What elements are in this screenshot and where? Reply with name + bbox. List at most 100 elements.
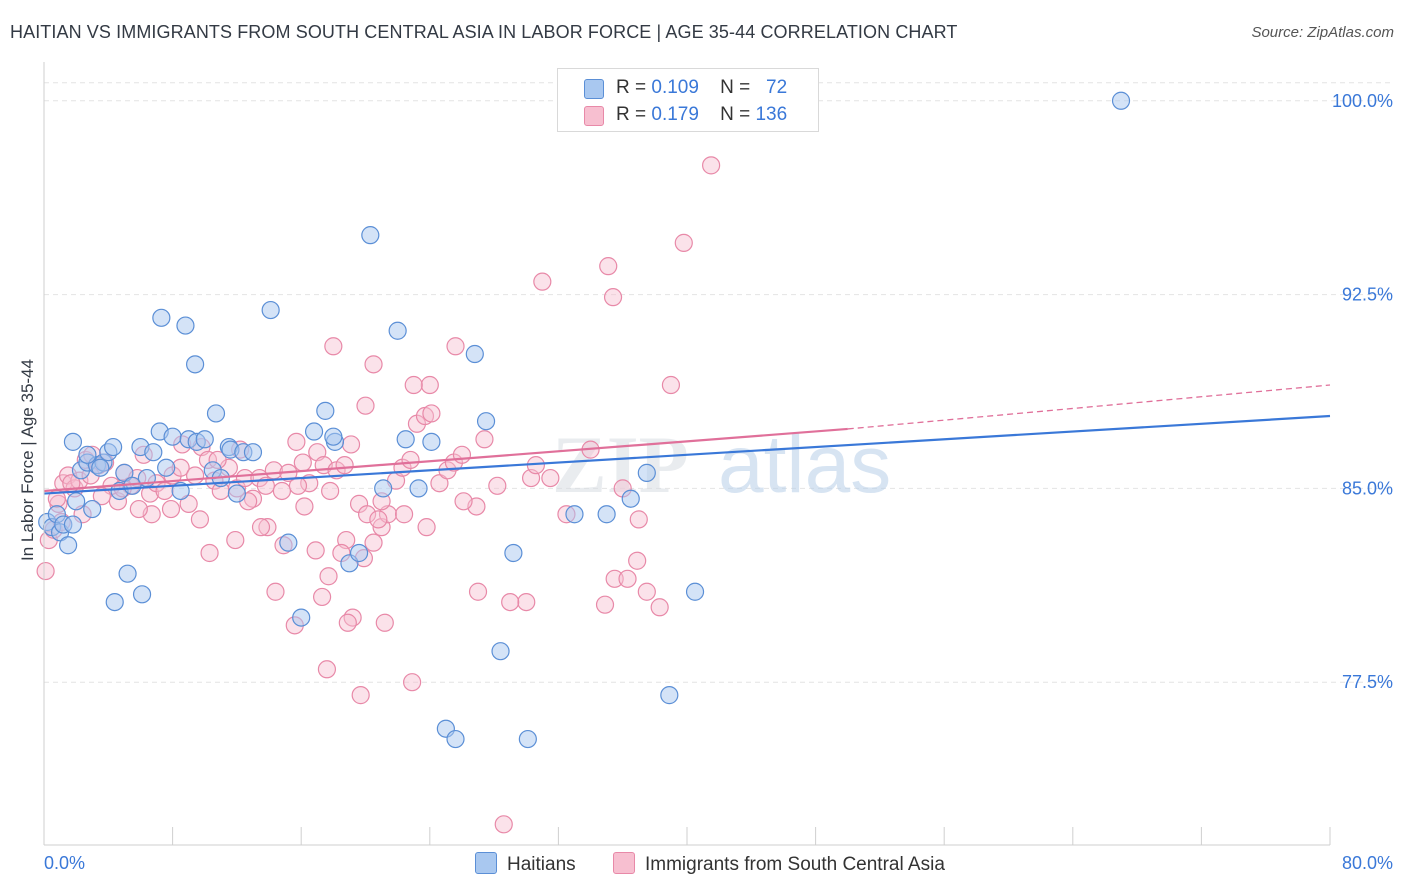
haitian-point: [422, 432, 441, 451]
haitian-point: [349, 543, 369, 563]
sca-point: [312, 587, 332, 607]
bottom-legend-sca[interactable]: Immigrants from South Central Asia: [613, 852, 945, 876]
sca-point: [36, 561, 55, 581]
sca-point: [243, 489, 263, 508]
haitian-point: [227, 484, 246, 503]
haitian-point: [63, 515, 83, 534]
sca-point: [179, 494, 198, 513]
haitian-point: [171, 481, 190, 501]
haitian-point: [388, 321, 407, 340]
sca-point: [637, 582, 656, 601]
haitian-point: [115, 463, 134, 482]
sca-point: [517, 592, 536, 612]
legend-n-label: N =: [720, 77, 751, 98]
legend: R = 0.109 N = 72 R = 0.179 N = 136: [557, 68, 819, 132]
sca-point: [404, 375, 423, 395]
haitian-point: [292, 608, 311, 627]
haitian-point: [144, 443, 163, 462]
sca-point: [375, 613, 394, 632]
sca-point: [628, 551, 647, 570]
sca-trend-extension: [847, 384, 1331, 430]
sca-point: [446, 337, 465, 356]
haitian-point: [63, 432, 83, 451]
haitian-point: [491, 642, 510, 661]
watermark: ZIP atlas: [552, 419, 891, 510]
sca-point: [319, 567, 338, 586]
y-tick-label: 92.5%: [1342, 285, 1393, 305]
sca-point: [321, 481, 340, 501]
sca-point: [541, 468, 560, 488]
sca-point: [251, 518, 271, 537]
sca-point: [324, 337, 343, 356]
haitian-point: [621, 489, 640, 508]
sca-point: [603, 288, 623, 307]
legend-r-label: R =: [616, 104, 647, 125]
haitian-point: [132, 585, 152, 604]
sca-point: [364, 533, 383, 552]
sca-point: [317, 660, 337, 679]
haitian-point: [91, 458, 110, 477]
sca-point: [629, 510, 648, 529]
haitian-point: [243, 443, 263, 462]
y-tick-label: 85.0%: [1342, 478, 1393, 498]
haitian-point: [195, 430, 214, 449]
haitian-point: [374, 479, 393, 498]
source-label: Source: ZipAtlas.com: [1251, 24, 1394, 41]
sca-point: [452, 445, 472, 464]
y-axis-label: In Labor Force | Age 35-44: [18, 359, 37, 561]
haitian-trend-line: [43, 414, 1331, 495]
sca-point: [401, 450, 420, 470]
sca-point: [306, 541, 325, 560]
legend-n-label: N =: [720, 104, 751, 125]
haitian-point: [637, 463, 656, 482]
axes: 77.5% 85.0% 92.5% 100.0% 0.0% 80.0%: [43, 62, 1393, 873]
sca-point: [501, 592, 520, 612]
sca-point: [420, 375, 439, 395]
chart-title: HAITIAN VS IMMIGRANTS FROM SOUTH CENTRAL…: [10, 22, 958, 42]
sca-point: [488, 476, 507, 495]
haitian-point: [361, 226, 380, 245]
sca-point: [343, 608, 362, 627]
sca-point: [300, 474, 319, 493]
sca-point: [288, 476, 308, 495]
bottom-legend-haitians[interactable]: Haitians: [475, 852, 576, 876]
legend-r-label: R =: [616, 77, 647, 98]
haitian-point: [324, 427, 343, 446]
sca-point: [494, 815, 513, 834]
haitian-point: [396, 430, 415, 449]
sca-point: [403, 673, 422, 692]
haitian-point: [104, 437, 123, 457]
haitian-point: [446, 729, 465, 749]
sca-point: [226, 530, 245, 550]
haitian-point: [176, 316, 195, 335]
sca-point: [422, 404, 441, 423]
haitian-point: [504, 543, 523, 563]
sca-point: [454, 492, 473, 511]
haitian-point: [316, 401, 335, 420]
sca-point: [356, 396, 375, 415]
grid: [44, 82, 1392, 683]
sca-point: [533, 272, 552, 291]
sca-point: [468, 582, 488, 601]
haitian-point: [685, 582, 705, 601]
sca-point: [200, 543, 219, 563]
sca-point: [351, 686, 370, 705]
sca-point: [702, 156, 721, 175]
sca-point: [295, 497, 314, 516]
bottom-legend-label: Haitians: [507, 854, 576, 875]
haitian-point: [465, 344, 484, 364]
haitian-point: [597, 505, 616, 524]
y-tick-label: 100.0%: [1332, 91, 1393, 111]
sca-swatch: [584, 106, 604, 126]
sca-point: [341, 435, 361, 454]
haitian-point: [163, 427, 182, 446]
sca-point: [256, 476, 275, 495]
haitian-swatch: [584, 79, 604, 99]
haitian-point: [660, 686, 679, 705]
sca-points: [36, 91, 721, 834]
haitian-point: [83, 499, 102, 519]
watermark-zip: ZIP: [552, 419, 689, 510]
sca-point: [92, 487, 111, 506]
sca-point: [287, 432, 306, 451]
